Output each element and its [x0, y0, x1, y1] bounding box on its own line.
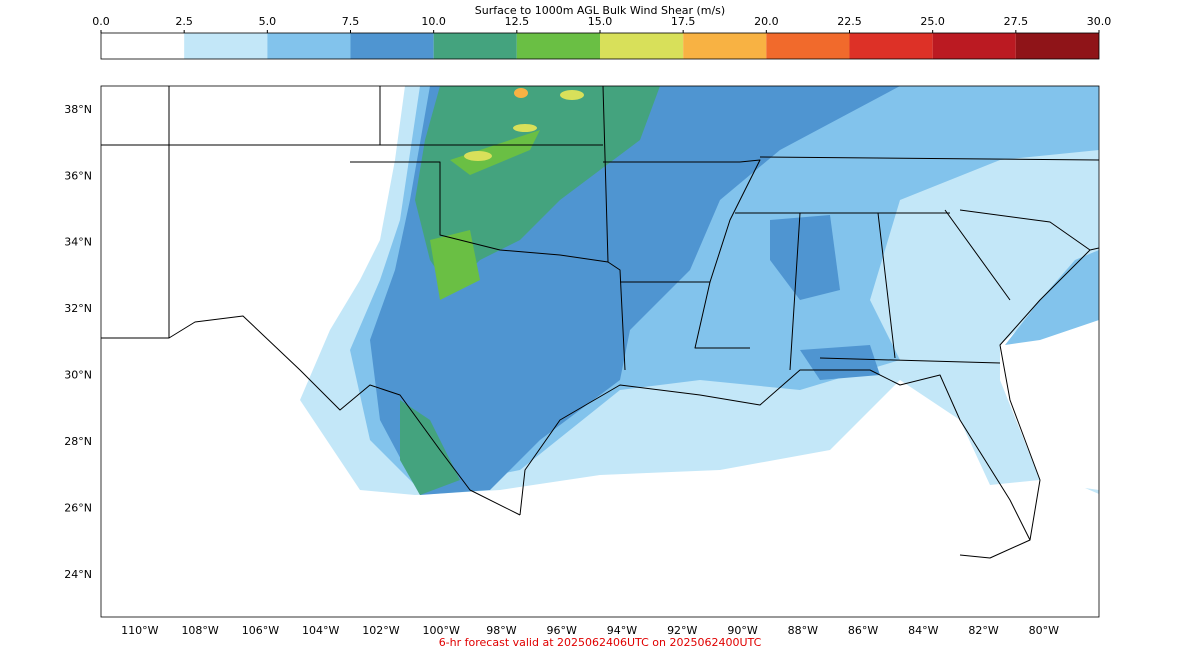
colorbar-tick-label: 30.0 — [1087, 15, 1112, 28]
lon-tick-label: 88°W — [788, 624, 818, 637]
shading — [450, 130, 540, 175]
lon-tick-label: 84°W — [908, 624, 938, 637]
lon-tick-label: 80°W — [1029, 624, 1059, 637]
colorbar-tick-label: 2.5 — [175, 15, 193, 28]
border — [101, 86, 1099, 371]
lon-tick-label: 102°W — [362, 624, 399, 637]
caption: 6-hr forecast valid at 2025062406UTC on … — [439, 636, 762, 649]
shading — [430, 230, 480, 300]
lon-tick-label: 106°W — [242, 624, 279, 637]
colorbar-bin — [184, 33, 268, 59]
colorbar-bin — [516, 33, 600, 59]
shading — [464, 151, 492, 161]
lat-tick-label: 24°N — [64, 568, 92, 581]
lat-tick-label: 28°N — [64, 435, 92, 448]
colorbar-bin — [932, 33, 1016, 59]
lon-tick-label: 82°W — [968, 624, 998, 637]
shading — [770, 215, 840, 300]
border — [101, 315, 521, 516]
colorbar-bin — [1015, 33, 1099, 59]
shading — [1085, 488, 1099, 494]
lon-tick-label: 96°W — [547, 624, 577, 637]
colorbar-bin — [849, 33, 933, 59]
colorbar-bin — [600, 33, 684, 59]
shading — [560, 90, 584, 100]
colorbar-bin — [101, 33, 185, 59]
shading — [513, 124, 537, 132]
colorbar-bin — [433, 33, 517, 59]
map-field — [101, 86, 1099, 559]
lat-tick-label: 30°N — [64, 369, 92, 382]
lon-tick-label: 94°W — [607, 624, 637, 637]
lat-tick-label: 34°N — [64, 236, 92, 249]
shading — [800, 345, 880, 380]
coastline — [519, 247, 1099, 559]
shading — [514, 88, 528, 98]
lat-tick-label: 38°N — [64, 103, 92, 116]
lat-tick-label: 32°N — [64, 302, 92, 315]
colorbar-tick-label: 7.5 — [342, 15, 360, 28]
colorbar-bin — [350, 33, 434, 59]
lon-tick-label: 86°W — [848, 624, 878, 637]
lon-tick-label: 110°W — [121, 624, 158, 637]
lon-tick-label: 108°W — [181, 624, 218, 637]
shading — [400, 400, 460, 495]
colorbar: 0.0 2.5 5.0 7.5 10.0 12.5 15.0 17.5 20.0 22.5 25.0… — [92, 15, 1112, 60]
lat-tick-label: 26°N — [64, 501, 92, 514]
lat-tick-label: 36°N — [64, 169, 92, 182]
lon-tick-label: 104°W — [302, 624, 339, 637]
shading — [415, 86, 660, 290]
colorbar-bin — [267, 33, 351, 59]
colorbar-tick-label: 27.5 — [1004, 15, 1029, 28]
colorbar-bin — [683, 33, 767, 59]
colorbar-bin — [766, 33, 850, 59]
map-frame — [100, 85, 1100, 618]
lon-tick-label: 98°W — [486, 624, 516, 637]
colorbar-tick-label: 10.0 — [421, 15, 446, 28]
lon-tick-label: 92°W — [667, 624, 697, 637]
colorbar-tick-label: 0.0 — [92, 15, 110, 28]
colorbar-tick-label: 25.0 — [920, 15, 945, 28]
lon-tick-label: 90°W — [727, 624, 757, 637]
colorbar-tick-label: 17.5 — [671, 15, 696, 28]
colorbar-tick-label: 22.5 — [837, 15, 862, 28]
colorbar-tick-label: 15.0 — [588, 15, 613, 28]
colorbar-tick-label: 5.0 — [259, 15, 277, 28]
lon-tick-label: 100°W — [423, 624, 460, 637]
shading — [1005, 250, 1099, 345]
colorbar-tick-label: 12.5 — [505, 15, 530, 28]
colorbar-title: Surface to 1000m AGL Bulk Wind Shear (m/… — [475, 4, 725, 17]
colorbar-tick-label: 20.0 — [754, 15, 779, 28]
